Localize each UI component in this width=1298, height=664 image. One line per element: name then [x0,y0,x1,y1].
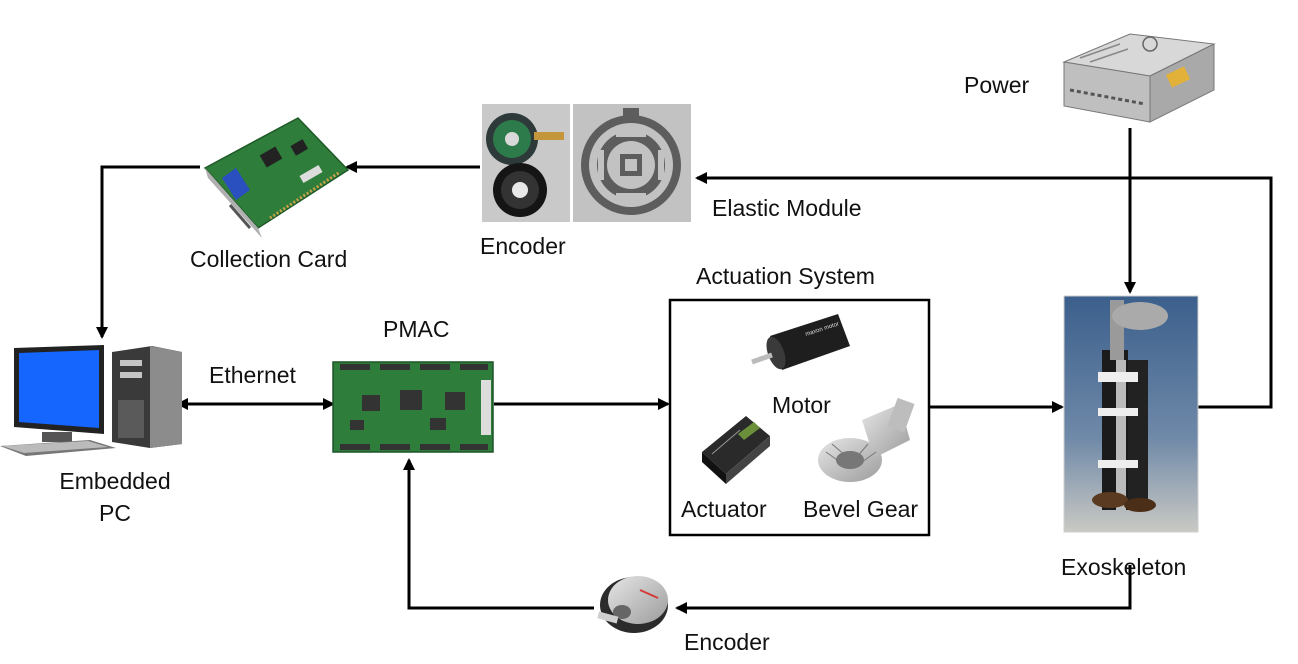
power-label: Power [964,72,1030,98]
pmac-board-icon [332,361,494,453]
elastic-module-label: Elastic Module [712,195,862,221]
collection-card-icon [203,117,350,238]
pmac-label: PMAC [383,316,450,342]
bevel-gear-icon [818,397,915,482]
exoskeleton-photo-icon [1063,295,1199,533]
rotary-encoder-icon [597,576,668,633]
actuator-driver-icon [702,416,770,484]
power-supply-icon [1046,20,1218,128]
computer-icon [0,345,182,456]
encoder-bottom-label: Encoder [684,629,770,655]
encoder-top-label: Encoder [480,233,566,259]
bevel-gear-label: Bevel Gear [803,496,919,522]
motor-label: Motor [772,392,831,418]
ethernet-label: Ethernet [209,362,296,388]
embedded-pc-label-line2: PC [99,500,131,526]
actuator-label: Actuator [681,496,767,522]
line-exo-to-encoder [675,565,1132,614]
actuation-system-label: Actuation System [696,263,875,289]
line-exo-to-elastic [695,172,1273,409]
exoskeleton-label: Exoskeleton [1061,554,1187,580]
collection-card-label: Collection Card [190,246,348,272]
motor-icon: maxon motor [742,310,854,382]
encoder-disk-icon [482,104,570,222]
line-encoder-to-pmac [403,458,594,610]
line-card-to-pc [96,165,200,339]
embedded-pc-label-line1: Embedded [59,468,171,494]
elastic-module-icon [573,104,691,222]
actuation-system-box [668,298,931,537]
